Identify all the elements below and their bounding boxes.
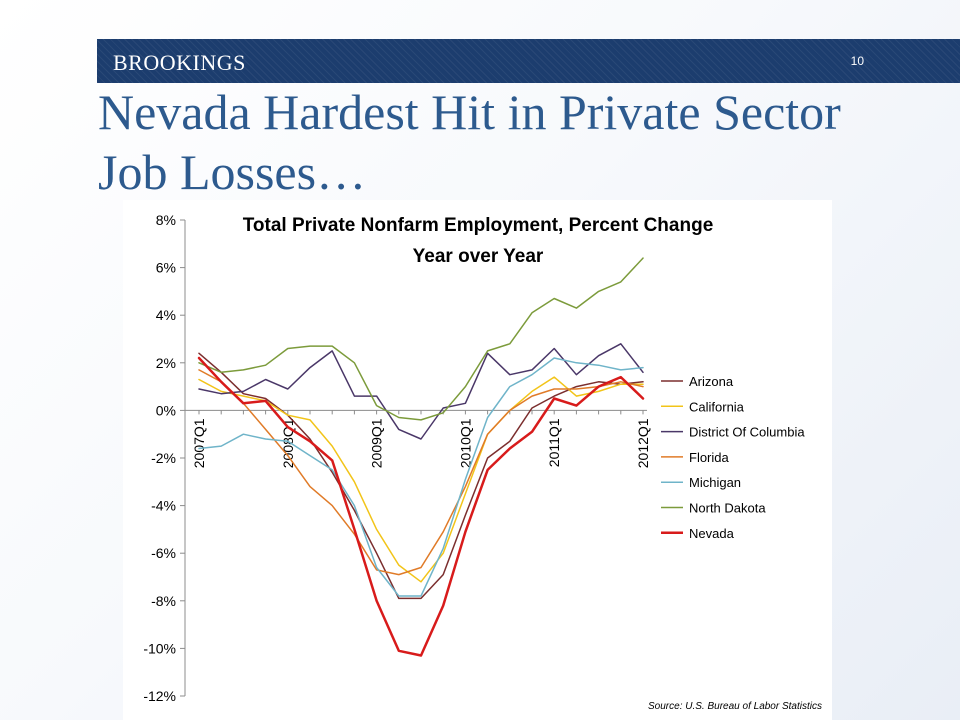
y-tick-label: -2% <box>151 450 176 466</box>
chart-panel: Total Private Nonfarm Employment, Percen… <box>123 200 832 720</box>
series-line-michigan <box>198 357 644 597</box>
legend-label: Michigan <box>689 475 741 490</box>
slide-number: 10 <box>850 54 864 68</box>
legend-label: Florida <box>689 450 730 465</box>
legend-label: North Dakota <box>689 501 766 516</box>
x-tick-label: 2010Q1 <box>457 418 473 468</box>
y-tick-label: 2% <box>156 355 176 371</box>
slide-title: Nevada Hardest Hit in Private Sector Job… <box>98 84 841 200</box>
header-banner: BROOKINGS 10 <box>97 39 960 83</box>
y-tick-label: -10% <box>143 640 176 656</box>
series-line-florida <box>198 369 644 576</box>
y-tick-label: 4% <box>156 307 176 323</box>
series-line-north-dakota <box>198 257 644 421</box>
x-tick-label: 2009Q1 <box>369 418 385 468</box>
line-chart: Total Private Nonfarm Employment, Percen… <box>143 212 805 704</box>
y-tick-label: -6% <box>151 545 176 561</box>
brand-logo-text: BROOKINGS <box>113 50 246 75</box>
series-line-district-of-columbia <box>198 343 644 440</box>
chart-title-line: Total Private Nonfarm Employment, Percen… <box>243 215 714 236</box>
chart-title-line: Year over Year <box>413 246 544 267</box>
x-tick-label: 2007Q1 <box>191 418 207 468</box>
legend-label: District Of Columbia <box>689 425 805 440</box>
x-tick-label: 2011Q1 <box>546 418 562 467</box>
series-line-california <box>198 376 644 583</box>
y-tick-label: 6% <box>156 260 176 276</box>
y-tick-label: -8% <box>151 593 176 609</box>
legend-label: California <box>689 399 745 414</box>
y-tick-label: 0% <box>156 402 176 418</box>
source-note: Source: U.S. Bureau of Labor Statistics <box>648 701 822 712</box>
x-tick-label: 2012Q1 <box>635 418 651 468</box>
y-tick-label: -12% <box>143 688 176 704</box>
legend-label: Arizona <box>689 374 734 389</box>
y-tick-label: 8% <box>156 212 176 228</box>
series-line-nevada <box>197 356 645 657</box>
y-tick-label: -4% <box>151 498 176 514</box>
legend-label: Nevada <box>689 526 735 541</box>
series-line-arizona <box>198 352 644 600</box>
